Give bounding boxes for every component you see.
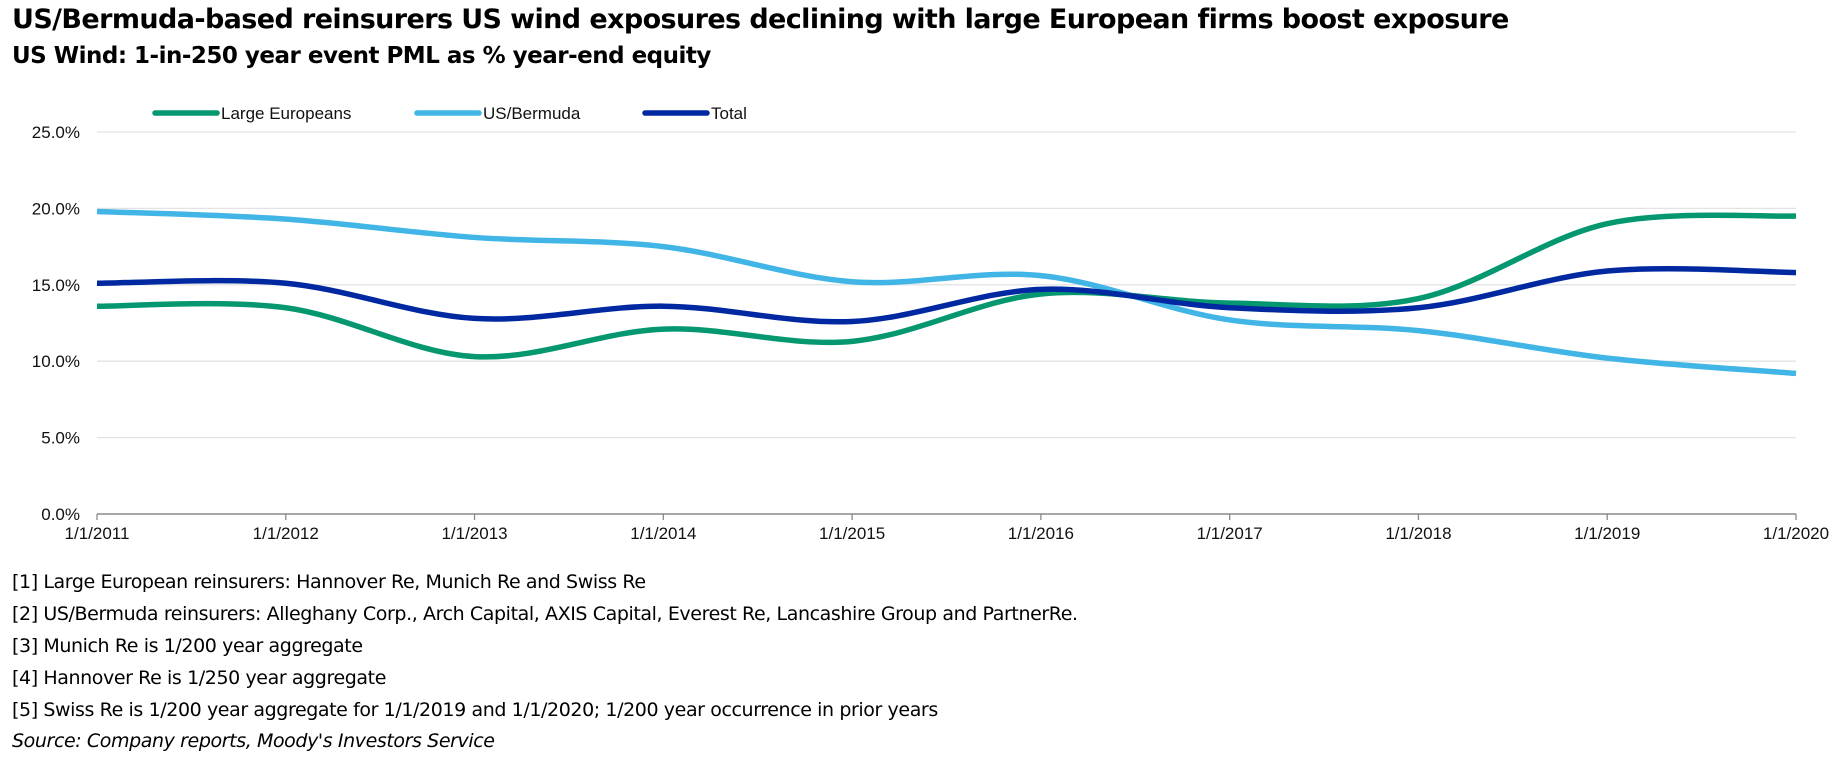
series-line-us-bermuda <box>96 208 1797 377</box>
legend: Large Europeans US/Bermuda Total <box>152 104 747 123</box>
y-axis-ticks: 0.0% 5.0% 10.0% 15.0% 20.0% 25.0% <box>32 123 80 524</box>
source-note: Source: Company reports, Moody's Investo… <box>12 730 495 752</box>
footnote-3: [3] Munich Re is 1/200 year aggregate <box>12 635 363 657</box>
x-tick-label: 1/1/2014 <box>630 524 696 543</box>
legend-label-us-bermuda: US/Bermuda <box>483 104 581 123</box>
x-tick-label: 1/1/2012 <box>253 524 319 543</box>
footnotes: [1] Large European reinsurers: Hannover … <box>12 566 1078 756</box>
chart-title: US/Bermuda-based reinsurers US wind expo… <box>12 4 1509 35</box>
gridlines <box>97 131 1796 439</box>
footnote-1: [1] Large European reinsurers: Hannover … <box>12 571 646 593</box>
x-tick-label: 1/1/2018 <box>1385 524 1451 543</box>
legend-label-total: Total <box>711 104 747 123</box>
x-tick-label: 1/1/2019 <box>1574 524 1640 543</box>
x-axis: 1/1/2011 1/1/2012 1/1/2013 1/1/2014 1/1/2015… <box>65 513 1829 543</box>
footnote-2: [2] US/Bermuda reinsurers: Alleghany Cor… <box>12 603 1078 625</box>
y-tick-label: 20.0% <box>32 199 80 218</box>
y-tick-label: 25.0% <box>32 123 80 142</box>
y-tick-label: 5.0% <box>41 429 80 448</box>
series-line-large-europeans <box>96 212 1797 360</box>
footnote-5: [5] Swiss Re is 1/200 year aggregate for… <box>12 699 938 721</box>
x-tick-label: 1/1/2017 <box>1197 524 1263 543</box>
series-line-total <box>96 265 1797 325</box>
x-tick-label: 1/1/2013 <box>441 524 507 543</box>
x-tick-label: 1/1/2011 <box>65 524 130 543</box>
x-tick-label: 1/1/2016 <box>1008 524 1074 543</box>
chart-subtitle: US Wind: 1-in-250 year event PML as % ye… <box>12 43 711 69</box>
y-tick-label: 0.0% <box>41 505 80 524</box>
footnote-4: [4] Hannover Re is 1/250 year aggregate <box>12 667 386 689</box>
y-tick-label: 15.0% <box>32 276 80 295</box>
legend-label-large-europeans: Large Europeans <box>221 104 351 123</box>
y-tick-label: 10.0% <box>32 352 80 371</box>
series-lines <box>96 208 1797 377</box>
x-tick-label: 1/1/2015 <box>819 524 885 543</box>
line-chart: 0.0%5.0%10.0%15.0%20.0%25.0% 1/1/2011 1/1… <box>32 104 1829 543</box>
x-tick-label: 1/1/2020 <box>1763 524 1829 543</box>
